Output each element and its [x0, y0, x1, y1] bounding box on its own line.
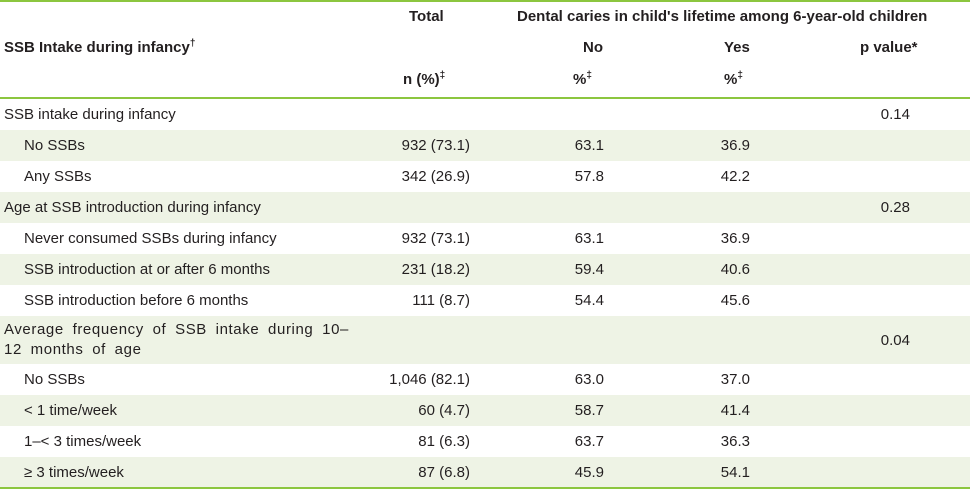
section-row: Average frequency of SSB intake during 1…	[0, 316, 970, 364]
header-rule	[0, 97, 970, 99]
no-cell: 57.8	[574, 168, 604, 185]
header-yes: Yes	[724, 39, 750, 56]
row-label: Never consumed SSBs during infancy	[24, 229, 277, 247]
p-value-cell: 0.14	[880, 106, 910, 123]
yes-cell: 42.2	[720, 168, 750, 185]
header-total: Total	[409, 8, 444, 25]
no-cell: 63.0	[574, 371, 604, 388]
row-label: < 1 time/week	[24, 401, 117, 419]
double-dagger-mark: ‡	[439, 70, 446, 81]
total-cell: 81 (6.3)	[418, 433, 470, 450]
dagger-mark: †	[189, 38, 196, 49]
table-row: SSB introduction before 6 months 111 (8.…	[0, 285, 970, 316]
header-pct-yes: %‡	[724, 70, 743, 89]
yes-cell: 36.3	[720, 433, 750, 450]
row-label: No SSBs	[24, 136, 85, 154]
total-cell: 87 (6.8)	[418, 464, 470, 481]
total-cell: 1,046 (82.1)	[389, 371, 470, 388]
row-label: No SSBs	[24, 370, 85, 388]
total-cell: 932 (73.1)	[401, 137, 470, 154]
section-row: Age at SSB introduction during infancy 0…	[0, 192, 970, 223]
header-p-value: p value*	[860, 39, 918, 56]
yes-cell: 36.9	[720, 137, 750, 154]
table-header: Total Dental caries in child's lifetime …	[0, 2, 970, 97]
section-label: Average frequency of SSB intake during 1…	[4, 321, 349, 358]
no-cell: 58.7	[574, 402, 604, 419]
row-label: SSB introduction at or after 6 months	[24, 260, 270, 278]
yes-cell: 54.1	[720, 464, 750, 481]
header-row-label: SSB Intake during infancy†	[4, 38, 196, 57]
table-row: Never consumed SSBs during infancy 932 (…	[0, 223, 970, 254]
table-row: < 1 time/week 60 (4.7) 58.7 41.4	[0, 395, 970, 426]
total-cell: 342 (26.9)	[401, 168, 470, 185]
header-group: Dental caries in child's lifetime among …	[517, 8, 928, 25]
no-cell: 63.7	[574, 433, 604, 450]
p-value-cell: 0.04	[880, 331, 910, 349]
no-cell: 59.4	[574, 261, 604, 278]
total-cell: 111 (8.7)	[412, 292, 470, 309]
section-row: SSB intake during infancy 0.14	[0, 99, 970, 130]
table-row: No SSBs 932 (73.1) 63.1 36.9	[0, 130, 970, 161]
no-cell: 63.1	[574, 137, 604, 154]
bottom-rule	[0, 487, 970, 489]
table-row: No SSBs 1,046 (82.1) 63.0 37.0	[0, 364, 970, 395]
section-label: SSB intake during infancy	[4, 105, 176, 123]
table-row: SSB introduction at or after 6 months 23…	[0, 254, 970, 285]
header-no: No	[583, 39, 603, 56]
yes-cell: 40.6	[720, 261, 750, 278]
double-dagger-mark: ‡	[586, 70, 592, 81]
row-label: SSB introduction before 6 months	[24, 291, 249, 309]
no-cell: 45.9	[574, 464, 604, 481]
table-body: SSB intake during infancy 0.14 No SSBs 9…	[0, 99, 970, 488]
no-cell: 63.1	[574, 230, 604, 247]
yes-cell: 41.4	[720, 402, 750, 419]
header-pct-no: %‡	[573, 70, 592, 89]
yes-cell: 36.9	[720, 230, 750, 247]
table-row: Any SSBs 342 (26.9) 57.8 42.2	[0, 161, 970, 192]
section-label: Age at SSB introduction during infancy	[4, 198, 261, 216]
top-rule	[0, 0, 970, 2]
row-label: ≥ 3 times/week	[24, 463, 124, 481]
total-cell: 231 (18.2)	[401, 261, 470, 278]
row-label: 1–< 3 times/week	[24, 432, 142, 450]
p-value-cell: 0.28	[880, 199, 910, 216]
table-row: ≥ 3 times/week 87 (6.8) 45.9 54.1	[0, 457, 970, 488]
row-label: Any SSBs	[24, 167, 92, 185]
header-n-pct: n (%)‡	[403, 70, 446, 89]
double-dagger-mark: ‡	[737, 70, 743, 81]
no-cell: 54.4	[574, 292, 604, 309]
total-cell: 60 (4.7)	[418, 402, 470, 419]
yes-cell: 37.0	[720, 371, 750, 388]
total-cell: 932 (73.1)	[401, 230, 470, 247]
table-row: 1–< 3 times/week 81 (6.3) 63.7 36.3	[0, 426, 970, 457]
yes-cell: 45.6	[720, 292, 750, 309]
